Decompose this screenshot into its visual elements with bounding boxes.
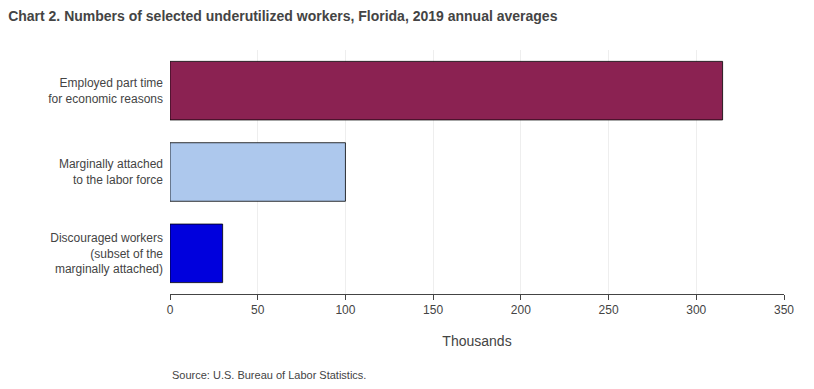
svg-text:Marginally attachedto the labo: Marginally attachedto the labor force bbox=[59, 157, 163, 187]
svg-text:250: 250 bbox=[599, 303, 619, 317]
svg-text:Source: U.S. Bureau of Labor S: Source: U.S. Bureau of Labor Statistics. bbox=[172, 369, 366, 381]
svg-text:Chart 2. Numbers of selected u: Chart 2. Numbers of selected underutiliz… bbox=[8, 8, 558, 24]
svg-text:150: 150 bbox=[423, 303, 443, 317]
svg-text:300: 300 bbox=[686, 303, 706, 317]
svg-text:350: 350 bbox=[774, 303, 794, 317]
svg-text:200: 200 bbox=[511, 303, 531, 317]
svg-text:50: 50 bbox=[251, 303, 265, 317]
svg-text:Thousands: Thousands bbox=[442, 333, 511, 349]
svg-text:0: 0 bbox=[167, 303, 174, 317]
svg-text:Employed part timefor economic: Employed part timefor economic reasons bbox=[48, 76, 163, 106]
svg-text:Discouraged workers(subset of: Discouraged workers(subset of themargina… bbox=[50, 231, 163, 276]
svg-text:100: 100 bbox=[335, 303, 355, 317]
